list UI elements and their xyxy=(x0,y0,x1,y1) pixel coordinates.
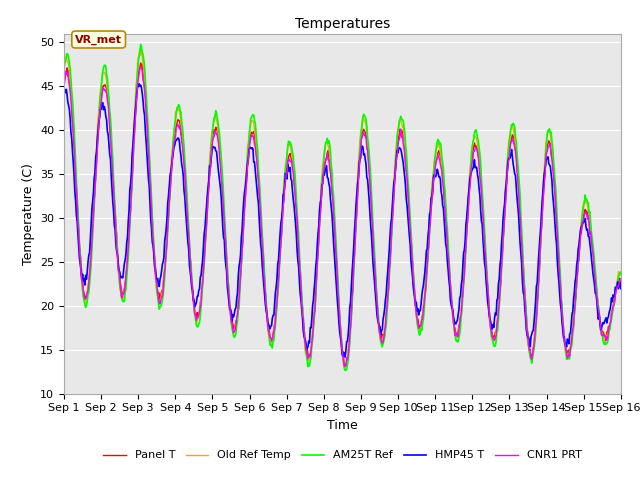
Old Ref Temp xyxy=(185,233,193,239)
Legend: Panel T, Old Ref Temp, AM25T Ref, HMP45 T, CNR1 PRT: Panel T, Old Ref Temp, AM25T Ref, HMP45 … xyxy=(99,446,586,465)
CNR1 PRT xyxy=(617,278,625,284)
Old Ref Temp xyxy=(617,269,625,275)
Old Ref Temp xyxy=(214,129,222,135)
AM25T Ref xyxy=(127,193,135,199)
CNR1 PRT xyxy=(70,144,78,150)
Line: Panel T: Panel T xyxy=(64,63,621,367)
Panel T xyxy=(617,276,625,282)
CNR1 PRT xyxy=(185,233,193,239)
Panel T xyxy=(127,188,135,194)
CNR1 PRT xyxy=(137,64,145,70)
Panel T xyxy=(60,78,68,84)
HMP45 T xyxy=(617,286,625,291)
Line: CNR1 PRT: CNR1 PRT xyxy=(64,67,621,366)
AM25T Ref xyxy=(214,120,222,126)
Old Ref Temp xyxy=(341,365,349,371)
Panel T xyxy=(412,298,419,303)
Panel T xyxy=(185,232,193,238)
CNR1 PRT xyxy=(340,363,348,369)
Panel T xyxy=(214,132,222,138)
Old Ref Temp xyxy=(136,47,144,52)
AM25T Ref xyxy=(412,303,419,309)
Old Ref Temp xyxy=(428,182,436,188)
HMP45 T xyxy=(185,246,193,252)
Panel T xyxy=(70,141,78,147)
AM25T Ref xyxy=(70,124,78,130)
Line: AM25T Ref: AM25T Ref xyxy=(64,44,621,371)
Title: Temperatures: Temperatures xyxy=(295,17,390,31)
Y-axis label: Temperature (C): Temperature (C) xyxy=(22,163,35,264)
Text: VR_met: VR_met xyxy=(75,35,122,45)
AM25T Ref xyxy=(60,66,68,72)
HMP45 T xyxy=(127,170,135,176)
Panel T xyxy=(340,364,348,370)
HMP45 T xyxy=(341,354,349,360)
Old Ref Temp xyxy=(412,306,419,312)
CNR1 PRT xyxy=(428,197,436,203)
AM25T Ref xyxy=(428,192,436,197)
Line: HMP45 T: HMP45 T xyxy=(64,84,621,357)
HMP45 T xyxy=(428,193,436,199)
AM25T Ref xyxy=(137,41,145,47)
HMP45 T xyxy=(70,173,78,179)
CNR1 PRT xyxy=(60,83,68,89)
HMP45 T xyxy=(412,303,419,309)
HMP45 T xyxy=(60,90,68,96)
Old Ref Temp xyxy=(70,144,78,150)
AM25T Ref xyxy=(185,224,193,230)
AM25T Ref xyxy=(341,368,349,373)
CNR1 PRT xyxy=(127,190,135,196)
CNR1 PRT xyxy=(214,138,222,144)
Panel T xyxy=(428,198,436,204)
X-axis label: Time: Time xyxy=(327,419,358,432)
AM25T Ref xyxy=(617,272,625,277)
Panel T xyxy=(137,60,145,66)
HMP45 T xyxy=(214,165,222,171)
Old Ref Temp xyxy=(127,174,135,180)
Line: Old Ref Temp: Old Ref Temp xyxy=(64,49,621,368)
Old Ref Temp xyxy=(60,66,68,72)
HMP45 T xyxy=(135,81,143,87)
CNR1 PRT xyxy=(412,303,419,309)
